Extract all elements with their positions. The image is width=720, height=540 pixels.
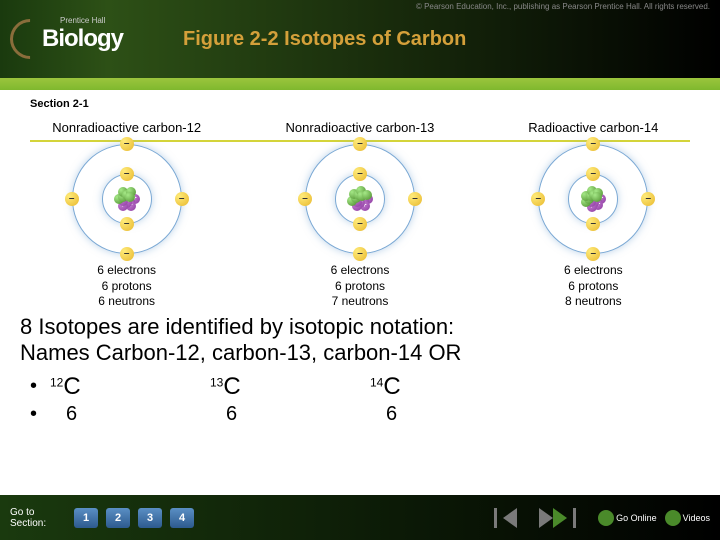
electron-icon: – <box>586 247 600 261</box>
nucleus: ++++++ <box>345 184 375 214</box>
electron-icon: – <box>120 217 134 231</box>
isotope-notation: 6 <box>50 403 210 426</box>
isotope-row: Nonradioactive carbon-12 – – – – – – ++++++ 6 el… <box>0 110 720 310</box>
nav-next-icon[interactable] <box>553 508 567 528</box>
bullet-dot: • <box>30 375 50 398</box>
electron-icon: – <box>65 192 79 206</box>
bullet-row: •12C13C14C <box>30 373 690 401</box>
footer-right: Go Online Videos <box>494 508 710 528</box>
logo-arc-icon <box>2 11 59 68</box>
section-button[interactable]: 4 <box>170 508 194 528</box>
electron-icon: – <box>353 217 367 231</box>
logo-publisher: Prentice Hall <box>60 16 123 25</box>
electron-icon: – <box>120 247 134 261</box>
header-bar: © Pearson Education, Inc., publishing as… <box>0 0 720 78</box>
goto-label: Go to Section: <box>10 507 70 529</box>
isotope-title: Radioactive carbon-14 <box>483 120 703 135</box>
main-line-2: Names Carbon-12, carbon-13, carbon-14 OR <box>20 340 700 366</box>
isotope-column: Nonradioactive carbon-13 – – – – – – ++++++ 6 el… <box>250 120 470 310</box>
particle-counts: 6 electrons6 protons8 neutrons <box>483 263 703 310</box>
resource-link[interactable]: Videos <box>665 510 710 526</box>
isotope-notation: 12C <box>50 373 210 401</box>
resource-icon <box>665 510 681 526</box>
main-text: 8 Isotopes are identified by isotopic no… <box>0 310 720 371</box>
electron-icon: – <box>353 247 367 261</box>
electron-icon: – <box>120 167 134 181</box>
electron-icon: – <box>120 137 134 151</box>
nav-next-outer-icon[interactable] <box>539 508 553 528</box>
main-line-1: 8 Isotopes are identified by isotopic no… <box>20 314 700 340</box>
resource-link[interactable]: Go Online <box>598 510 657 526</box>
section-button[interactable]: 1 <box>74 508 98 528</box>
section-label: Section 2-1 <box>30 98 720 110</box>
section-button[interactable]: 2 <box>106 508 130 528</box>
particle-counts: 6 electrons6 protons6 neutrons <box>17 263 237 310</box>
resource-icon <box>598 510 614 526</box>
isotope-title: Nonradioactive carbon-12 <box>17 120 237 135</box>
nav-last-icon[interactable] <box>573 508 576 528</box>
green-divider <box>0 78 720 90</box>
electron-icon: – <box>641 192 655 206</box>
particle-counts: 6 electrons6 protons7 neutrons <box>250 263 470 310</box>
isotope-column: Nonradioactive carbon-12 – – – – – – ++++++ 6 el… <box>17 120 237 310</box>
electron-icon: – <box>298 192 312 206</box>
slide-title: Figure 2-2 Isotopes of Carbon <box>183 28 466 51</box>
atom-diagram: – – – – – – ++++++ <box>67 139 187 259</box>
nucleus: ++++++ <box>112 184 142 214</box>
electron-icon: – <box>175 192 189 206</box>
neutron-icon <box>592 192 602 202</box>
nav-prev-icon[interactable] <box>503 508 517 528</box>
isotope-notation: 14C <box>370 373 530 401</box>
nucleus: ++++++ <box>578 184 608 214</box>
isotope-notation: 6 <box>370 403 530 426</box>
logo-brand: Biology <box>42 25 123 53</box>
bullet-row: •666 <box>30 403 690 426</box>
electron-icon: – <box>408 192 422 206</box>
bullet-dot: • <box>30 403 50 426</box>
isotope-notation: 6 <box>210 403 370 426</box>
electron-icon: – <box>353 137 367 151</box>
atom-diagram: ––––––++++++ <box>533 139 653 259</box>
notation-block: •12C13C14C•666 <box>0 373 720 426</box>
isotope-title: Nonradioactive carbon-13 <box>250 120 470 135</box>
footer-bar: Go to Section: 1234 Go Online Videos <box>0 495 720 540</box>
atom-diagram: – – – – – – ++++++ <box>300 139 420 259</box>
logo: Prentice Hall Biology <box>10 19 123 59</box>
copyright-text: © Pearson Education, Inc., publishing as… <box>416 2 710 11</box>
nav-first-icon[interactable] <box>494 508 497 528</box>
isotope-notation: 13C <box>210 373 370 401</box>
section-buttons: 1234 <box>70 508 198 528</box>
isotope-column: Radioactive carbon-14––––––++++++6 elect… <box>483 120 703 310</box>
electron-icon: – <box>353 167 367 181</box>
section-button[interactable]: 3 <box>138 508 162 528</box>
